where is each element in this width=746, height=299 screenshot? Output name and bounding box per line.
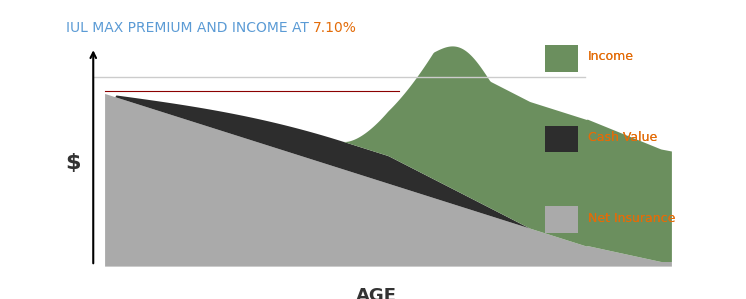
Text: Net Insurance: Net Insurance	[588, 212, 675, 225]
Text: Income: Income	[588, 50, 634, 63]
Text: IUL MAX PREMIUM AND INCOME AT: IUL MAX PREMIUM AND INCOME AT	[66, 21, 313, 35]
Text: Cash Value: Cash Value	[588, 131, 657, 144]
Text: 7.10%: 7.10%	[313, 21, 357, 35]
Text: Net Insurance: Net Insurance	[588, 212, 675, 225]
Text: $: $	[66, 152, 81, 173]
Text: AGE: AGE	[356, 287, 397, 299]
Text: Income: Income	[588, 50, 634, 63]
Text: Cash Value: Cash Value	[588, 131, 657, 144]
